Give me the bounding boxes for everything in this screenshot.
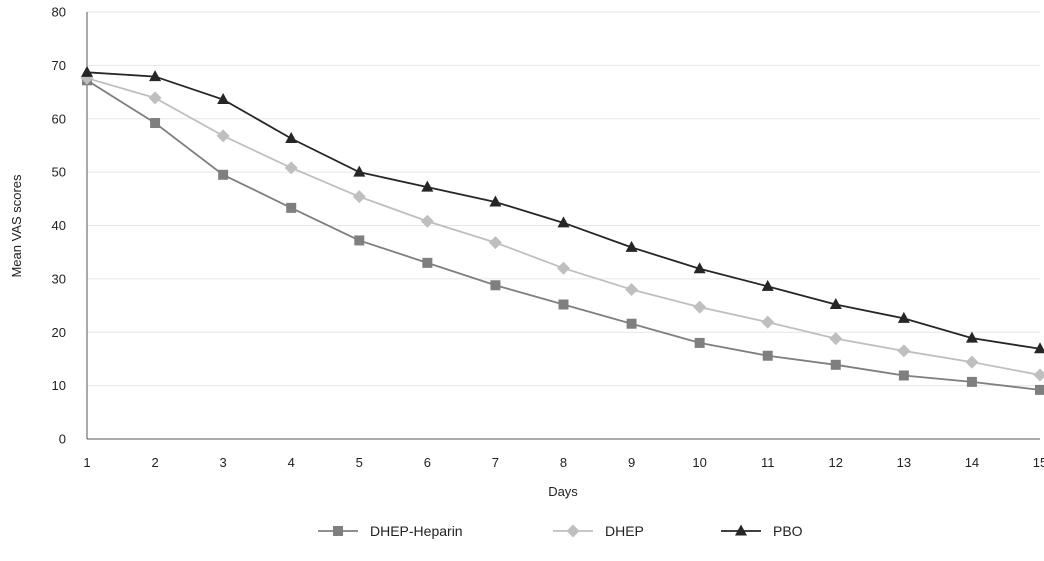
- x-tick-label: 4: [288, 455, 295, 470]
- data-point-dhep-heparin: [967, 377, 977, 387]
- gridlines: [87, 12, 1040, 386]
- x-tick-label: 5: [356, 455, 363, 470]
- data-point-dhep-heparin: [831, 360, 841, 370]
- x-tick-label: 6: [424, 455, 431, 470]
- data-point-dhep-heparin: [899, 370, 909, 380]
- data-point-dhep-heparin: [150, 118, 160, 128]
- y-tick-label: 20: [52, 325, 66, 340]
- data-point-dhep-heparin: [559, 299, 569, 309]
- x-tick-label: 9: [628, 455, 635, 470]
- data-point-dhep-heparin: [627, 319, 637, 329]
- y-tick-label: 50: [52, 165, 66, 180]
- y-tick-label: 0: [59, 432, 66, 447]
- legend-item-dhep: DHEP: [553, 523, 644, 539]
- data-point-dhep: [149, 91, 162, 104]
- x-tick-label: 14: [965, 455, 979, 470]
- x-tick-label: 7: [492, 455, 499, 470]
- data-point-dhep: [625, 283, 638, 296]
- data-point-dhep: [1034, 368, 1044, 381]
- legend-marker: [567, 525, 580, 538]
- x-tick-label: 2: [151, 455, 158, 470]
- y-tick-label: 40: [52, 218, 66, 233]
- data-point-dhep: [897, 344, 910, 357]
- legend-label: DHEP: [605, 523, 644, 539]
- legend: DHEP-Heparin DHEP PBO: [318, 523, 803, 539]
- legend-marker: [735, 525, 747, 536]
- legend-label: DHEP-Heparin: [370, 523, 463, 539]
- x-tick-label: 3: [220, 455, 227, 470]
- x-tick-label: 12: [829, 455, 843, 470]
- x-tick-label: 13: [897, 455, 911, 470]
- data-point-dhep: [489, 236, 502, 249]
- x-tick-label: 15: [1033, 455, 1044, 470]
- y-tick-label: 70: [52, 58, 66, 73]
- data-point-dhep: [557, 262, 570, 275]
- x-axis-title: Days: [548, 484, 578, 499]
- data-point-dhep-heparin: [695, 338, 705, 348]
- y-tick-label: 80: [52, 5, 66, 20]
- x-tick-label: 8: [560, 455, 567, 470]
- data-point-pbo: [285, 132, 297, 143]
- data-point-dhep: [693, 301, 706, 314]
- data-point-dhep: [965, 356, 978, 369]
- x-tick-label: 11: [761, 455, 775, 470]
- data-point-dhep: [761, 316, 774, 329]
- series-line-dhep-heparin: [87, 80, 1040, 390]
- y-tick-label: 30: [52, 271, 66, 286]
- data-point-dhep-heparin: [354, 235, 364, 245]
- data-point-dhep-heparin: [286, 203, 296, 213]
- series-pbo: [81, 66, 1044, 353]
- y-tick-label: 10: [52, 378, 66, 393]
- y-tick-label: 60: [52, 111, 66, 126]
- legend-label: PBO: [773, 523, 803, 539]
- data-point-dhep-heparin: [490, 280, 500, 290]
- data-point-dhep-heparin: [218, 170, 228, 180]
- y-axis-title: Mean VAS scores: [9, 174, 24, 278]
- data-point-dhep-heparin: [763, 351, 773, 361]
- data-point-dhep: [353, 190, 366, 203]
- data-point-pbo: [81, 66, 93, 77]
- x-tick-label: 1: [83, 455, 90, 470]
- data-point-pbo: [353, 166, 365, 177]
- x-tick-label: 10: [692, 455, 706, 470]
- data-point-dhep: [829, 332, 842, 345]
- series-dhep-heparin: [82, 75, 1044, 395]
- legend-item-pbo: PBO: [721, 523, 803, 539]
- legend-item-dhep-heparin: DHEP-Heparin: [318, 523, 463, 539]
- data-point-dhep: [217, 129, 230, 142]
- data-point-dhep-heparin: [1035, 385, 1044, 395]
- series-group: [81, 66, 1044, 395]
- data-point-dhep-heparin: [422, 258, 432, 268]
- legend-marker: [333, 526, 343, 536]
